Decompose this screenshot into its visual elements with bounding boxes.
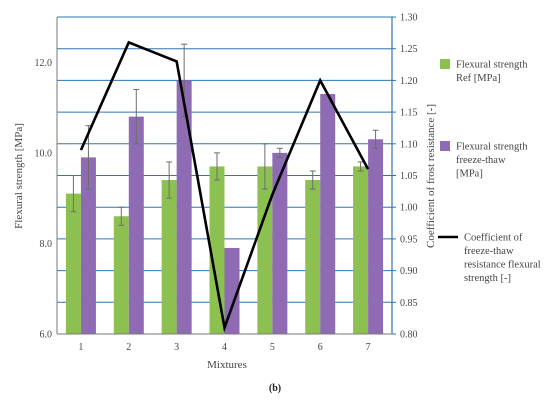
legend-label: strength [-]: [464, 273, 511, 284]
bar-freeze-thaw: [320, 93, 336, 334]
bar-ref: [209, 166, 225, 334]
x-tick-label: 6: [318, 342, 323, 353]
bar-freeze-thaw: [224, 247, 240, 334]
legend-swatch-1: [440, 59, 450, 69]
y2-tick-label: 0.80: [400, 330, 418, 341]
y2-tick-label: 1.00: [400, 203, 418, 214]
x-tick-label: 1: [78, 342, 83, 353]
figure-caption: (b): [269, 383, 281, 394]
legend-label: Flexural strength: [456, 60, 528, 71]
y-tick-label: 8.0: [40, 239, 53, 250]
x-tick-labels: 1 2 3 4 5 6 7: [78, 342, 370, 353]
x-tick-label: 2: [126, 342, 131, 353]
y2-tick-label: 0.90: [400, 266, 418, 277]
y2-tick-label: 1.20: [400, 76, 418, 87]
bar-ref: [305, 180, 321, 334]
legend-label: freeze-thaw: [464, 246, 514, 257]
y-tick-label: 10.0: [35, 148, 53, 159]
y-tick-label: 12.0: [35, 58, 53, 69]
y2-tick-label: 1.30: [400, 13, 418, 24]
x-tick-label: 7: [366, 342, 371, 353]
y2-tick-label: 1.10: [400, 139, 418, 150]
bar-freeze-thaw: [368, 139, 384, 334]
bar-ref: [113, 216, 129, 334]
y2-axis-label: Coefficient of frost resistance [-]: [425, 104, 437, 248]
bar-freeze-thaw: [272, 152, 288, 334]
legend-label: resistance flexural: [464, 260, 541, 271]
x-tick-label: 3: [174, 342, 179, 353]
x-tick-label: 4: [222, 342, 227, 353]
y2-tick-label: 1.15: [400, 108, 418, 119]
y-tick-labels: 6.0 8.0 10.0 12.0: [35, 58, 53, 341]
x-axis-label: Mixtures: [207, 359, 247, 371]
legend: Flexural strength Ref [MPa] Flexural stren…: [438, 59, 541, 284]
legend-label: Ref [MPa]: [456, 73, 501, 84]
bar-freeze-thaw: [128, 116, 144, 334]
y2-tick-label: 0.95: [400, 234, 418, 245]
coefficient-series-line: [79, 40, 370, 333]
y2-tick-label: 1.05: [400, 171, 418, 182]
bar-ref: [65, 193, 81, 334]
y2-tick-label: 1.25: [400, 44, 418, 55]
y2-tick-labels: 0.80 0.85 0.90 0.95 1.00 1.05 1.10 1.15 1.20 1.25…: [392, 13, 418, 341]
coefficient-line: [79, 40, 370, 333]
legend-label: [MPa]: [456, 169, 483, 180]
legend-label: freeze-thaw: [456, 155, 506, 166]
legend-swatch-2: [440, 141, 450, 151]
y-tick-label: 6.0: [40, 330, 53, 341]
bar-freeze-thaw: [176, 80, 192, 335]
legend-label: Coefficient of: [464, 233, 523, 244]
y2-tick-label: 0.85: [400, 298, 418, 309]
legend-label: Flexural strength: [456, 142, 528, 153]
bar-freeze-thaw: [80, 157, 96, 334]
x-tick-label: 5: [270, 342, 275, 353]
bar-ref: [161, 180, 177, 334]
bar-ref: [353, 166, 369, 334]
y-axis-label: Flexural strength [MPa]: [13, 123, 25, 229]
bar-ref: [257, 166, 273, 334]
